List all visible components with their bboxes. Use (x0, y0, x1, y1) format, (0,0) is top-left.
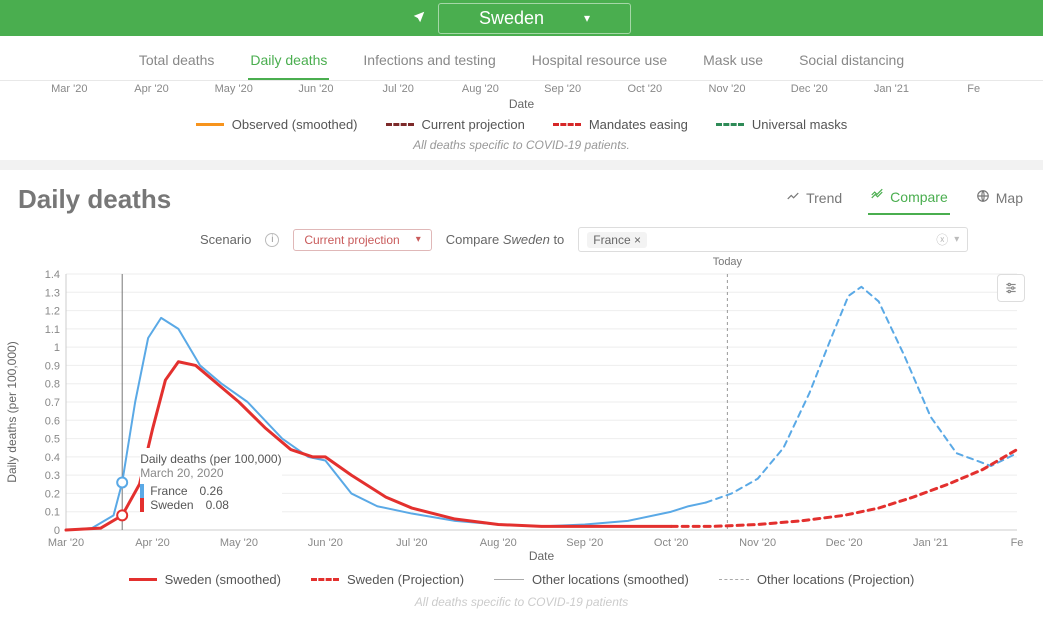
legend-item: Current projection (386, 117, 525, 132)
legend-item: Other locations (smoothed) (494, 572, 689, 587)
svg-text:Jun '20: Jun '20 (308, 537, 343, 549)
legend-item: Mandates easing (553, 117, 688, 132)
svg-text:Nov '20: Nov '20 (739, 537, 776, 549)
chart-settings-button[interactable] (997, 274, 1025, 302)
svg-text:0.8: 0.8 (45, 379, 60, 391)
mini-tick: Aug '20 (462, 83, 499, 95)
view-trend[interactable]: Trend (784, 184, 844, 215)
svg-text:0.6: 0.6 (45, 415, 60, 427)
country-select-value: Sweden (479, 8, 544, 29)
trend-icon (786, 189, 800, 206)
tab-social-distancing[interactable]: Social distancing (797, 46, 906, 80)
subtitle-note: All deaths specific to COVID-19 patients… (0, 134, 1043, 160)
section-header: Daily deaths Trend Compare Map (0, 170, 1043, 223)
scenario-select[interactable]: Current projection ▾ (293, 229, 431, 251)
legend-item: Universal masks (716, 117, 847, 132)
svg-text:Fe: Fe (1011, 537, 1023, 549)
location-icon (412, 10, 426, 27)
mini-tick: Nov '20 (709, 83, 746, 95)
svg-text:0.3: 0.3 (45, 470, 60, 482)
mini-date-axis: Date Mar '20 Apr '20 May '20 Jun '20 Jul '20… (30, 83, 1013, 113)
tab-daily-deaths[interactable]: Daily deaths (248, 46, 329, 80)
section-title: Daily deaths (18, 184, 171, 215)
svg-text:1.2: 1.2 (45, 306, 60, 318)
mini-tick: Jul '20 (382, 83, 413, 95)
tab-mask-use[interactable]: Mask use (701, 46, 765, 80)
scenario-legend: Observed (smoothed) Current projection Man… (0, 113, 1043, 134)
y-axis-label: Daily deaths (per 100,000) (5, 341, 19, 482)
mini-tick: Apr '20 (134, 83, 169, 95)
section-separator (0, 160, 1043, 170)
view-toggle: Trend Compare Map (784, 184, 1025, 215)
chevron-down-icon[interactable]: ▾ (954, 234, 959, 245)
compare-label: Compare Sweden to (446, 232, 565, 247)
svg-text:0.5: 0.5 (45, 434, 60, 446)
legend-item: Sweden (Projection) (311, 572, 464, 587)
series-legend: Sweden (smoothed) Sweden (Projection) Othe… (0, 562, 1043, 591)
svg-text:1.4: 1.4 (45, 269, 60, 281)
scenario-label: Scenario (200, 232, 251, 247)
chevron-down-icon: ▾ (416, 234, 421, 245)
svg-text:0.2: 0.2 (45, 488, 60, 500)
svg-text:0.4: 0.4 (45, 452, 60, 464)
svg-text:Jul '20: Jul '20 (396, 537, 427, 549)
main-tabs: Total deaths Daily deaths Infections and t… (0, 36, 1043, 81)
mini-tick: Dec '20 (791, 83, 828, 95)
svg-text:1: 1 (54, 342, 60, 354)
legend-item: Sweden (smoothed) (129, 572, 281, 587)
svg-text:1.3: 1.3 (45, 287, 60, 299)
mini-tick: Sep '20 (544, 83, 581, 95)
svg-text:1.1: 1.1 (45, 324, 60, 336)
top-bar: Sweden ▾ (0, 0, 1043, 36)
tab-infections-and-testing[interactable]: Infections and testing (361, 46, 497, 80)
mini-tick: Jan '21 (874, 83, 909, 95)
info-icon[interactable]: i (265, 233, 279, 247)
chevron-down-icon: ▾ (584, 11, 590, 25)
svg-text:Sep '20: Sep '20 (566, 537, 603, 549)
svg-text:0: 0 (54, 525, 60, 537)
svg-text:Oct '20: Oct '20 (654, 537, 689, 549)
mini-tick: Mar '20 (51, 83, 87, 95)
svg-text:0.9: 0.9 (45, 360, 60, 372)
compare-icon (870, 188, 884, 205)
svg-text:Apr '20: Apr '20 (135, 537, 170, 549)
map-icon (976, 189, 990, 206)
tab-total-deaths[interactable]: Total deaths (137, 46, 217, 80)
svg-text:Jan '21: Jan '21 (913, 537, 948, 549)
view-map[interactable]: Map (974, 184, 1025, 215)
svg-text:Mar '20: Mar '20 (48, 537, 84, 549)
compare-input[interactable]: France × ⓧ ▾ (578, 227, 968, 252)
view-compare[interactable]: Compare (868, 184, 950, 215)
svg-text:Dec '20: Dec '20 (826, 537, 863, 549)
svg-text:0.1: 0.1 (45, 507, 60, 519)
scenario-select-value: Current projection (304, 233, 399, 247)
clear-icon[interactable]: ⓧ (936, 231, 948, 248)
line-chart[interactable]: 0 0.1 0.2 0.3 0.4 0.5 0.6 0.7 0.8 0.9 1 1.1 1.2 1.3 1.… (18, 262, 1023, 562)
tab-hospital-resource-use[interactable]: Hospital resource use (530, 46, 669, 80)
mini-axis-label: Date (509, 97, 534, 111)
mini-tick: Oct '20 (628, 83, 663, 95)
svg-text:Date: Date (529, 549, 555, 562)
controls-row: Scenario i Current projection ▾ Compare … (0, 223, 1043, 262)
compare-chip[interactable]: France × (587, 232, 647, 248)
legend-item: Observed (smoothed) (196, 117, 358, 132)
svg-text:0.7: 0.7 (45, 397, 60, 409)
footer-note: All deaths specific to COVID-19 patients (0, 591, 1043, 617)
svg-text:Aug '20: Aug '20 (480, 537, 517, 549)
today-label: Today (713, 256, 742, 268)
country-select[interactable]: Sweden ▾ (438, 3, 631, 34)
chart-container: Daily deaths (per 100,000) Today 00.10.2… (18, 262, 1025, 562)
mini-tick: Jun '20 (298, 83, 333, 95)
svg-text:May '20: May '20 (220, 537, 258, 549)
mini-tick: May '20 (215, 83, 253, 95)
legend-item: Other locations (Projection) (719, 572, 915, 587)
mini-tick: Fe (967, 83, 980, 95)
compare-input-controls: ⓧ ▾ (936, 231, 959, 248)
